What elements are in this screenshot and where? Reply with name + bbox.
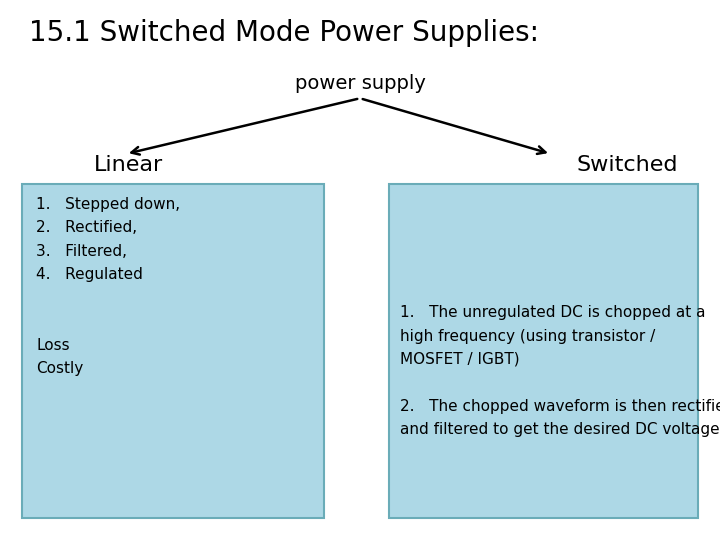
- Text: 1.   The unregulated DC is chopped at a
high frequency (using transistor /
MOSFE: 1. The unregulated DC is chopped at a hi…: [400, 305, 720, 437]
- Bar: [22, 184, 324, 518]
- Text: power supply: power supply: [294, 74, 426, 93]
- Text: 1.   Stepped down,
2.   Rectified,
3.   Filtered,
4.   Regulated


Loss
Costly: 1. Stepped down, 2. Rectified, 3. Filter…: [36, 197, 180, 376]
- Text: Linear: Linear: [94, 154, 163, 175]
- Bar: [389, 184, 698, 518]
- Text: Switched: Switched: [576, 154, 678, 175]
- Text: 15.1 Switched Mode Power Supplies:: 15.1 Switched Mode Power Supplies:: [29, 19, 539, 47]
